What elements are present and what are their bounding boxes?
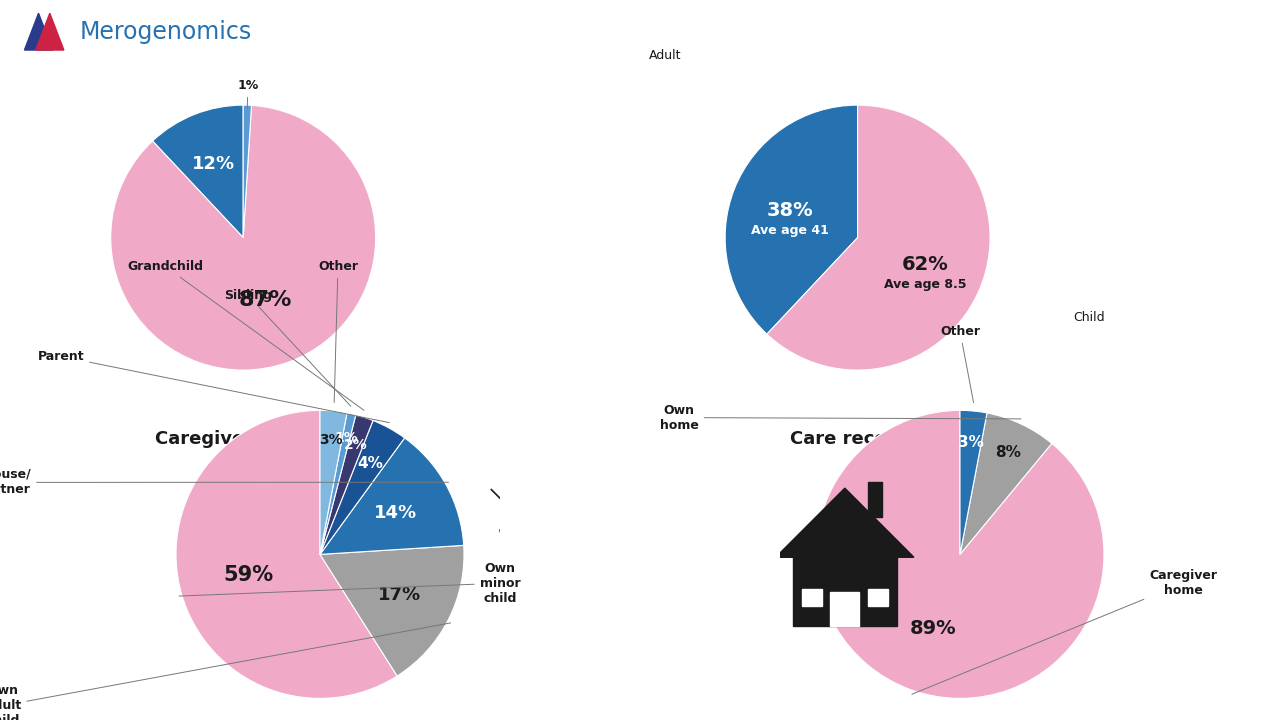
Wedge shape — [320, 410, 347, 554]
Wedge shape — [320, 415, 372, 554]
Wedge shape — [320, 413, 356, 554]
Wedge shape — [320, 438, 463, 554]
Text: 1%: 1% — [334, 431, 358, 445]
Text: Child: Child — [1074, 310, 1105, 323]
Text: Parent: Parent — [37, 350, 389, 423]
Circle shape — [50, 452, 78, 480]
Text: Adult: Adult — [649, 49, 682, 62]
Bar — [794, 557, 896, 626]
Circle shape — [79, 452, 108, 480]
Polygon shape — [445, 225, 506, 320]
Text: 3%: 3% — [319, 433, 343, 446]
Circle shape — [1065, 201, 1114, 249]
Text: Own
minor
child: Own minor child — [179, 562, 520, 605]
Wedge shape — [960, 413, 1052, 554]
Text: Merogenomics: Merogenomics — [79, 20, 252, 45]
Text: Ave age 41: Ave age 41 — [751, 224, 828, 237]
Text: Own
home: Own home — [659, 404, 1021, 431]
Text: Grandchild: Grandchild — [127, 260, 364, 410]
Bar — [868, 589, 888, 606]
Circle shape — [278, 251, 305, 278]
Bar — [868, 482, 882, 517]
Polygon shape — [776, 488, 914, 557]
Text: Spouse/
partner: Spouse/ partner — [0, 469, 448, 496]
Wedge shape — [111, 105, 375, 370]
Polygon shape — [24, 13, 52, 50]
Circle shape — [179, 278, 197, 296]
Circle shape — [452, 176, 499, 223]
Text: Caregiver
home: Caregiver home — [911, 570, 1217, 694]
Text: 89%: 89% — [910, 619, 956, 639]
Wedge shape — [152, 105, 243, 238]
Text: 4%: 4% — [357, 456, 383, 471]
Text: Other: Other — [317, 260, 358, 402]
Circle shape — [513, 451, 545, 482]
Polygon shape — [36, 13, 64, 50]
Text: 17%: 17% — [378, 586, 421, 604]
Text: Care receiver: Care receiver — [790, 430, 925, 448]
Wedge shape — [960, 410, 987, 554]
Circle shape — [1073, 161, 1106, 194]
Text: 59%: 59% — [223, 565, 273, 585]
Wedge shape — [320, 545, 463, 676]
Text: Other: Other — [940, 325, 980, 402]
Text: 1%: 1% — [237, 78, 259, 109]
Text: 38%: 38% — [767, 202, 813, 220]
Wedge shape — [817, 410, 1103, 698]
Circle shape — [506, 490, 552, 536]
Bar — [801, 589, 822, 606]
Text: Ave age 8.5: Ave age 8.5 — [884, 278, 966, 291]
Circle shape — [210, 264, 229, 284]
Wedge shape — [320, 420, 404, 554]
Wedge shape — [177, 410, 397, 698]
Text: Caregiver gender: Caregiver gender — [155, 430, 332, 448]
Text: 12%: 12% — [192, 155, 236, 173]
Wedge shape — [243, 105, 251, 238]
Circle shape — [97, 359, 125, 386]
Wedge shape — [767, 105, 989, 370]
Text: 14%: 14% — [374, 504, 417, 522]
Text: 62%: 62% — [902, 255, 948, 274]
Bar — [831, 592, 859, 626]
Text: 87%: 87% — [239, 290, 292, 310]
Circle shape — [70, 624, 102, 655]
Wedge shape — [726, 105, 858, 334]
Text: Own
adult
child: Own adult child — [0, 623, 451, 720]
Text: Sibling: Sibling — [224, 289, 351, 406]
Circle shape — [248, 251, 276, 278]
Text: 2%: 2% — [344, 438, 367, 452]
Text: 8%: 8% — [995, 445, 1020, 460]
Text: 3%: 3% — [957, 435, 983, 450]
